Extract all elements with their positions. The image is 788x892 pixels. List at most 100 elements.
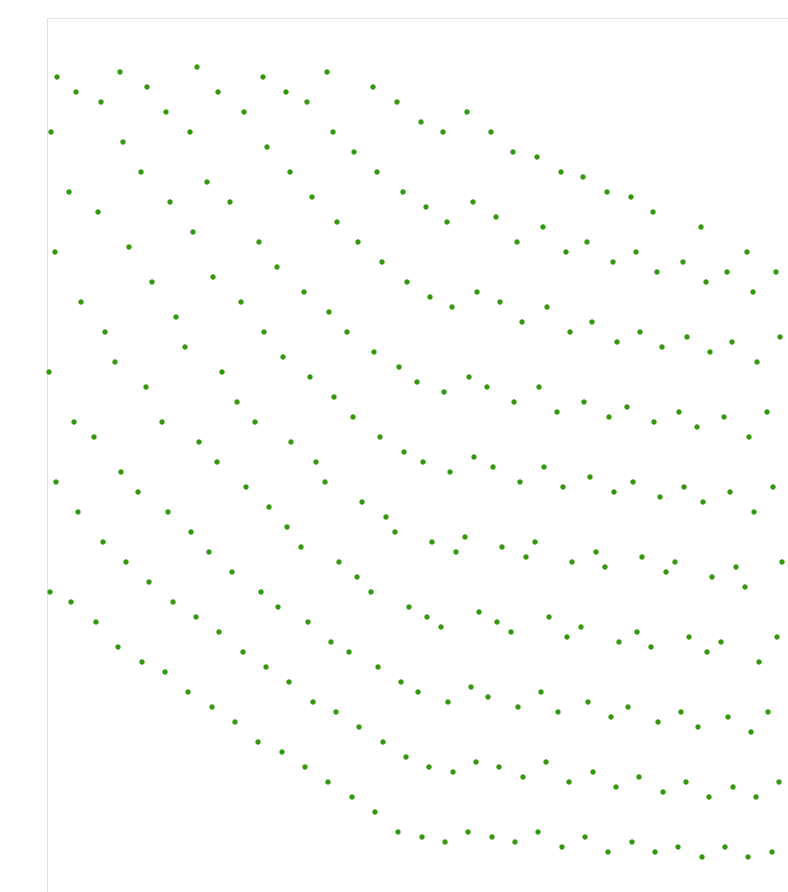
scatter-point [684, 334, 690, 340]
scatter-point [567, 329, 573, 335]
scatter-point [266, 504, 272, 510]
scatter-point [753, 794, 759, 800]
scatter-point [138, 169, 144, 175]
scatter-point [523, 554, 529, 560]
scatter-point [344, 329, 350, 335]
scatter-point [275, 604, 281, 610]
scatter-point [637, 329, 643, 335]
scatter-point [163, 109, 169, 115]
scatter-point [727, 489, 733, 495]
scatter-point [371, 349, 377, 355]
scatter-point [534, 154, 540, 160]
scatter-point [204, 179, 210, 185]
scatter-point [54, 74, 60, 80]
scatter-point [214, 459, 220, 465]
scatter-point [606, 414, 612, 420]
scatter-point [206, 549, 212, 555]
scatter-point [724, 269, 730, 275]
scatter-point [729, 339, 735, 345]
scatter-point [563, 249, 569, 255]
scatter-point [322, 479, 328, 485]
scatter-point [305, 619, 311, 625]
scatter-point [584, 239, 590, 245]
scatter-point [118, 469, 124, 475]
scatter-point [569, 559, 575, 565]
scatter-point [517, 479, 523, 485]
scatter-point [779, 559, 785, 565]
scatter-point [636, 774, 642, 780]
scatter-point [380, 739, 386, 745]
scatter-point [255, 739, 261, 745]
scatter-point [284, 524, 290, 530]
scatter-point [424, 614, 430, 620]
scatter-point [610, 259, 616, 265]
scatter-point [398, 679, 404, 685]
scatter-point [91, 434, 97, 440]
scatter-point [581, 399, 587, 405]
scatter-point [209, 704, 215, 710]
scatter-point [602, 564, 608, 570]
scatter-point [392, 529, 398, 535]
scatter-point [102, 329, 108, 335]
scatter-point [493, 214, 499, 220]
scatter-point [681, 484, 687, 490]
scatter-point [587, 474, 593, 480]
scatter-point [555, 709, 561, 715]
scatter-point [442, 839, 448, 845]
scatter-point [139, 659, 145, 665]
scatter-point [648, 644, 654, 650]
scatter-point [71, 419, 77, 425]
scatter-point [614, 339, 620, 345]
scatter-point [170, 599, 176, 605]
scatter-point [400, 189, 406, 195]
scatter-point [613, 784, 619, 790]
scatter-point [144, 84, 150, 90]
scatter-point [544, 304, 550, 310]
scatter-point [742, 584, 748, 590]
scatter-point [372, 809, 378, 815]
scatter-point [605, 849, 611, 855]
scatter-point [764, 409, 770, 415]
scatter-point [260, 74, 266, 80]
scatter-point [490, 464, 496, 470]
scatter-point [520, 774, 526, 780]
scatter-point [725, 714, 731, 720]
scatter-point [196, 439, 202, 445]
scatter-point [415, 689, 421, 695]
scatter-point [359, 499, 365, 505]
scatter-point [466, 374, 472, 380]
scatter-point [540, 224, 546, 230]
scatter-point [330, 129, 336, 135]
scatter-point [474, 289, 480, 295]
scatter-point [765, 709, 771, 715]
scatter-point [370, 84, 376, 90]
scatter-point [240, 649, 246, 655]
scatter-point [484, 384, 490, 390]
scatter-point [261, 329, 267, 335]
scatter-point [733, 564, 739, 570]
scatter-point [663, 569, 669, 575]
scatter-point [383, 514, 389, 520]
scatter-point [355, 239, 361, 245]
scatter-point [465, 829, 471, 835]
scatter-point [252, 419, 258, 425]
scatter-point [699, 854, 705, 860]
scatter-point [123, 559, 129, 565]
scatter-point [706, 794, 712, 800]
scatter-point [604, 189, 610, 195]
scatter-point [611, 489, 617, 495]
scatter-point [698, 224, 704, 230]
scatter-point [580, 174, 586, 180]
scatter-point [48, 129, 54, 135]
scatter-point [721, 414, 727, 420]
scatter-point [589, 319, 595, 325]
scatter-point [447, 469, 453, 475]
scatter-point [511, 399, 517, 405]
scatter-point [629, 839, 635, 845]
scatter-point [751, 509, 757, 515]
scatter-point [229, 569, 235, 575]
scatter-point [582, 834, 588, 840]
scatter-point [336, 559, 342, 565]
scatter-point [625, 704, 631, 710]
